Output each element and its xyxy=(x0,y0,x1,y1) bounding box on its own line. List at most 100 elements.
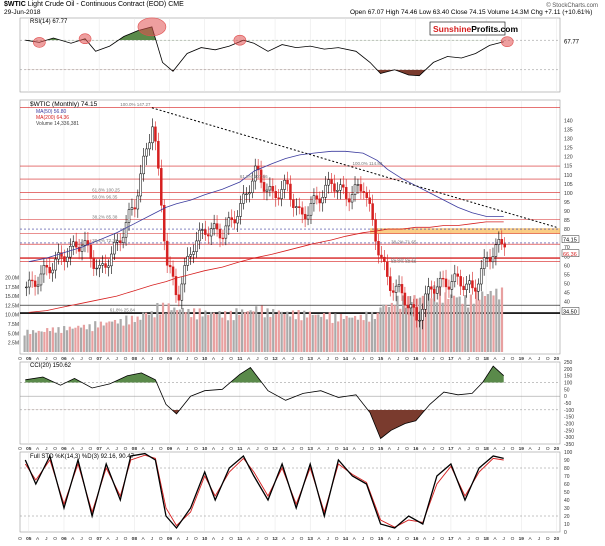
candle-body xyxy=(218,228,222,239)
volume-bar xyxy=(390,302,393,352)
x-axis-label: J xyxy=(116,356,119,362)
volume-bar xyxy=(232,320,235,352)
x-axis-label: A xyxy=(71,356,75,362)
copyright: © StockCharts.com xyxy=(546,2,598,9)
candle-body xyxy=(25,286,28,289)
volume-bar xyxy=(31,330,35,352)
candle-body xyxy=(421,309,424,321)
ma200-legend: MA(200) 64.36 xyxy=(36,115,69,121)
x-axis-label: A xyxy=(458,536,462,542)
stochastic-tick-label: 40 xyxy=(564,498,570,504)
candle-body xyxy=(180,283,184,301)
candle-body xyxy=(154,126,157,142)
x-axis-label: J xyxy=(538,446,541,452)
x-axis-label: J xyxy=(397,356,400,362)
x-axis-label: A xyxy=(388,536,392,542)
cci-tick-label: -100 xyxy=(564,408,574,414)
fib-label: 38.2% 85.38 xyxy=(92,214,118,219)
x-axis-label: 05 xyxy=(26,446,32,452)
candle-body xyxy=(57,252,60,260)
x-axis-label: J xyxy=(467,356,470,362)
candle-body xyxy=(201,229,204,231)
candle-body xyxy=(98,265,101,269)
volume-bar xyxy=(393,305,396,352)
volume-bar xyxy=(356,319,360,352)
x-axis-label: A xyxy=(528,536,532,542)
candle-body xyxy=(104,263,107,268)
x-axis-label: 05 xyxy=(26,356,32,362)
cci-tick-label: 150 xyxy=(564,374,573,380)
price-axis-label: 74.15 xyxy=(563,238,577,244)
volume-tick-label: 15.0M xyxy=(5,294,19,300)
watermark: SunshineProfits.com xyxy=(429,21,518,36)
stochastic-title: Full STO %K(14,3) %D(3) 92.16, 90.47 xyxy=(30,454,135,460)
volume-bar xyxy=(142,312,145,352)
x-axis-label: A xyxy=(423,446,427,452)
volume-bar xyxy=(82,324,86,352)
x-axis-label: O xyxy=(18,446,22,452)
candle-body xyxy=(265,189,269,192)
panel-frame-cci xyxy=(19,361,561,445)
stochastic-tick-label: 70 xyxy=(564,474,570,480)
price-tick-label: 95 xyxy=(564,200,570,206)
x-axis-label: O xyxy=(124,536,128,542)
price-tick-label: 60 xyxy=(564,263,570,269)
volume-bar xyxy=(71,328,74,352)
x-axis-label: O xyxy=(335,356,339,362)
candle-body xyxy=(195,240,198,252)
candle-body xyxy=(215,223,219,230)
volume-bar xyxy=(331,322,334,352)
volume-bar xyxy=(418,297,422,352)
x-axis-label: J xyxy=(362,446,365,452)
x-axis-label: J xyxy=(221,356,224,362)
volume-value: Volume 14.3M xyxy=(487,9,529,16)
price-tick-label: 70 xyxy=(564,245,570,251)
x-axis-label: A xyxy=(142,446,146,452)
volume-bar xyxy=(466,307,470,352)
x-axis-label: A xyxy=(106,536,110,542)
x-axis-label: O xyxy=(194,446,198,452)
candle-body xyxy=(157,140,160,169)
volume-bar xyxy=(91,331,94,352)
x-axis-label: 10 xyxy=(202,356,208,362)
x-axis-label: 20 xyxy=(554,536,560,542)
candle-body xyxy=(127,209,131,223)
candle-body xyxy=(500,239,504,245)
x-axis-label: O xyxy=(53,536,57,542)
volume-bar xyxy=(291,310,295,352)
volume-bar xyxy=(427,286,430,352)
volume-bar xyxy=(322,313,326,352)
x-axis-label: A xyxy=(212,536,216,542)
candle-body xyxy=(233,219,236,224)
candle-body xyxy=(177,294,181,301)
volume-tick-label: 7.5M xyxy=(8,322,19,328)
x-axis-label: O xyxy=(264,446,268,452)
stochastic-tick-label: 30 xyxy=(564,506,570,512)
x-axis-label: 07 xyxy=(96,536,102,542)
volume-bar xyxy=(396,295,399,352)
volume-bar xyxy=(153,317,156,352)
x-axis-label: 12 xyxy=(272,446,278,452)
cci-tick-label: -300 xyxy=(564,435,574,441)
price-tick-label: 115 xyxy=(564,164,572,170)
candle-body xyxy=(33,280,37,287)
volume-bar xyxy=(455,297,458,352)
volume-bar xyxy=(23,335,26,352)
x-axis-label: O xyxy=(335,536,339,542)
volume-bar xyxy=(128,324,131,352)
candle-body xyxy=(474,287,477,292)
candle-body xyxy=(92,258,96,269)
candle-body xyxy=(245,193,248,195)
price-tick-label: 40 xyxy=(564,300,570,306)
volume-bar xyxy=(286,311,289,352)
volume-bar xyxy=(167,303,170,352)
stochastic-k-line xyxy=(24,452,504,530)
x-axis-label: 19 xyxy=(519,446,525,452)
candle-body xyxy=(406,304,410,309)
candle-body xyxy=(36,284,40,287)
x-axis-label: J xyxy=(186,536,189,542)
volume-bar xyxy=(365,311,368,352)
volume-bar xyxy=(263,317,266,352)
volume-bar xyxy=(472,303,475,352)
candle-body xyxy=(113,241,116,255)
